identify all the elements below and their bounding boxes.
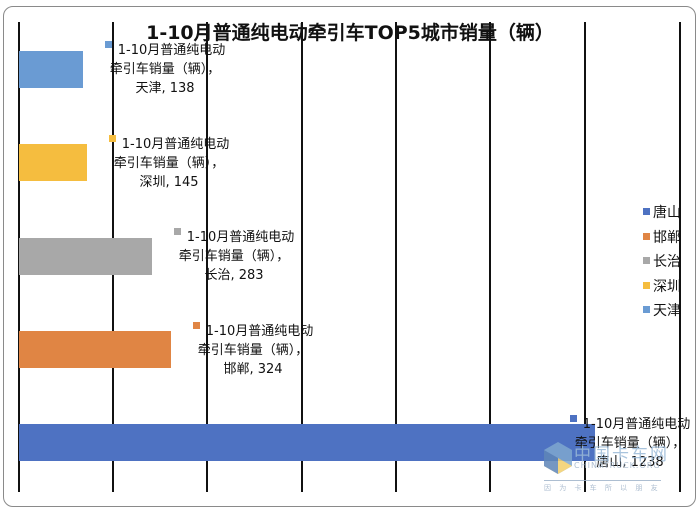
legend-item-tangshan[interactable]: 唐山 bbox=[643, 201, 681, 226]
series-marker-icon bbox=[104, 41, 112, 48]
label-value: 长治, 283 bbox=[204, 268, 264, 283]
data-label-shenzhen: 1-10月普通纯电动 牵引车销量（辆）， 深圳, 145 bbox=[94, 135, 244, 192]
legend-swatch-icon bbox=[643, 281, 650, 289]
legend-swatch-icon bbox=[643, 208, 650, 215]
series-marker-icon bbox=[173, 228, 181, 235]
bar-tangshan[interactable] bbox=[19, 424, 595, 461]
series-marker-icon bbox=[108, 135, 116, 142]
legend-item-changzhi[interactable]: 长治 bbox=[643, 250, 681, 275]
watermark-cn: 中国卡车网 bbox=[574, 445, 669, 465]
legend-item-tianjin[interactable]: 天津 bbox=[643, 299, 681, 324]
legend-item-handan[interactable]: 邯郸 bbox=[643, 226, 681, 251]
legend-label: 邯郸 bbox=[653, 229, 681, 246]
data-label-handan: 1-10月普通纯电动 牵引车销量（辆）， 邯郸, 324 bbox=[178, 322, 328, 379]
watermark: 中国卡车网 CHINATRUCK.ORG 因 为 卡 车 所 以 朋 友 bbox=[544, 440, 674, 495]
legend-swatch-icon bbox=[643, 232, 650, 240]
legend-label: 深圳 bbox=[653, 278, 681, 295]
label-line1: 1-10月普通纯电动 bbox=[117, 43, 226, 58]
bar-changzhi[interactable] bbox=[19, 238, 152, 275]
label-line2: 牵引车销量（辆）， bbox=[178, 249, 290, 264]
label-line1: 1-10月普通纯电动 bbox=[186, 230, 295, 245]
gridline-400 bbox=[206, 22, 208, 492]
label-line1: 1-10月普通纯电动 bbox=[121, 137, 230, 152]
legend-label: 唐山 bbox=[653, 205, 681, 221]
series-marker-icon bbox=[569, 415, 577, 422]
gridline-800 bbox=[395, 22, 397, 492]
legend-swatch-icon bbox=[643, 257, 650, 264]
label-value: 邯郸, 324 bbox=[223, 362, 283, 377]
gridline-1400 bbox=[679, 22, 681, 492]
gridline-1200 bbox=[584, 22, 586, 492]
legend-label: 天津 bbox=[653, 303, 681, 319]
label-line1: 1-10月普通纯电动 bbox=[205, 324, 314, 339]
label-line1: 1-10月普通纯电动 bbox=[582, 417, 691, 432]
legend-item-shenzhen[interactable]: 深圳 bbox=[643, 275, 681, 300]
legend-swatch-icon bbox=[643, 306, 650, 313]
label-value: 天津, 138 bbox=[135, 81, 195, 96]
series-marker-icon bbox=[192, 322, 200, 329]
label-line2: 牵引车销量（辆）， bbox=[109, 62, 221, 77]
watermark-slogan: 因 为 卡 车 所 以 朋 友 bbox=[544, 480, 661, 493]
label-line2: 牵引车销量（辆）， bbox=[197, 343, 309, 358]
watermark-logo-icon bbox=[544, 442, 572, 474]
label-value: 深圳, 145 bbox=[139, 175, 199, 190]
gridline-1000 bbox=[489, 22, 491, 492]
chart-title: 1-10月普通纯电动牵引车TOP5城市销量（辆） bbox=[146, 22, 554, 44]
data-label-changzhi: 1-10月普通纯电动 牵引车销量（辆）， 长治, 283 bbox=[159, 228, 309, 285]
bar-shenzhen[interactable] bbox=[19, 144, 87, 181]
bar-tianjin[interactable] bbox=[19, 51, 83, 88]
label-value: 唐山, 1238 bbox=[596, 455, 664, 470]
bar-handan[interactable] bbox=[19, 331, 171, 368]
label-line2: 牵引车销量（辆）， bbox=[574, 436, 686, 451]
watermark-en: CHINATRUCK.ORG bbox=[574, 461, 661, 470]
data-label-tangshan: 1-10月普通纯电动 牵引车销量（辆）， 唐山, 1238 bbox=[555, 415, 700, 472]
data-label-tianjin: 1-10月普通纯电动 牵引车销量（辆）， 天津, 138 bbox=[90, 41, 240, 98]
label-line2: 牵引车销量（辆）， bbox=[113, 156, 225, 171]
legend-label: 长治 bbox=[653, 254, 681, 270]
legend: 唐山 邯郸 长治 深圳 天津 bbox=[643, 201, 681, 324]
gridline-600 bbox=[301, 22, 303, 492]
